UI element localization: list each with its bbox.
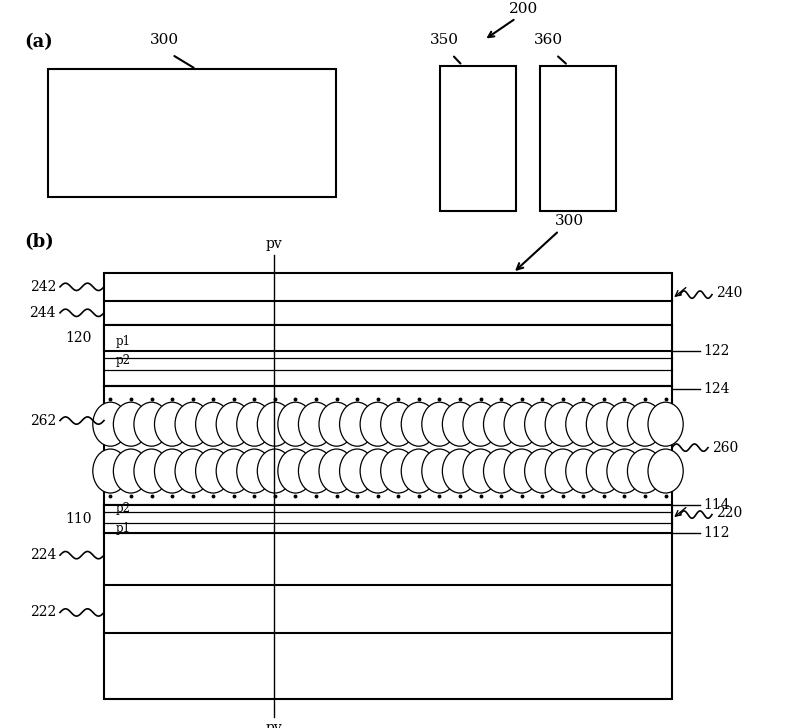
Bar [440,66,516,211]
Ellipse shape [175,449,210,493]
Text: 350: 350 [430,33,458,47]
Bar [104,325,672,350]
Ellipse shape [422,402,457,446]
Ellipse shape [154,402,190,446]
Ellipse shape [402,449,437,493]
Ellipse shape [278,402,313,446]
Text: p2: p2 [116,502,131,515]
Text: 200: 200 [510,2,538,16]
Ellipse shape [93,402,128,446]
Ellipse shape [298,449,334,493]
Ellipse shape [360,402,395,446]
Ellipse shape [525,402,560,446]
Ellipse shape [545,449,580,493]
Ellipse shape [319,402,354,446]
Text: pv: pv [266,721,282,728]
Text: 120: 120 [66,331,92,345]
Ellipse shape [442,449,478,493]
Ellipse shape [483,402,518,446]
Ellipse shape [114,449,149,493]
Ellipse shape [339,449,374,493]
Text: 110: 110 [66,512,92,526]
Ellipse shape [134,449,169,493]
Text: (a): (a) [24,33,53,51]
Text: pv: pv [266,237,282,251]
Ellipse shape [114,402,149,446]
Ellipse shape [298,402,334,446]
Text: 360: 360 [534,33,562,47]
Text: (b): (b) [24,233,54,251]
Ellipse shape [607,449,642,493]
Ellipse shape [216,449,251,493]
Ellipse shape [586,402,622,446]
Text: 260: 260 [712,440,738,454]
Ellipse shape [237,449,272,493]
Text: 220: 220 [716,506,742,520]
Ellipse shape [402,402,437,446]
Text: 114: 114 [703,498,730,512]
Ellipse shape [154,449,190,493]
Ellipse shape [607,402,642,446]
Ellipse shape [258,449,293,493]
Ellipse shape [463,449,498,493]
Ellipse shape [196,449,231,493]
Ellipse shape [237,402,272,446]
Text: 124: 124 [703,382,730,397]
Text: 122: 122 [703,344,730,357]
Ellipse shape [422,449,457,493]
Ellipse shape [627,449,662,493]
Ellipse shape [339,402,374,446]
Ellipse shape [381,449,416,493]
Ellipse shape [93,449,128,493]
Ellipse shape [525,449,560,493]
Text: 300: 300 [517,214,584,269]
Text: 224: 224 [30,548,56,562]
Ellipse shape [627,402,662,446]
Bar [104,505,672,533]
Ellipse shape [134,402,169,446]
Ellipse shape [360,449,395,493]
Ellipse shape [566,449,601,493]
Text: 240: 240 [716,286,742,300]
Ellipse shape [463,402,498,446]
Ellipse shape [319,449,354,493]
Text: 262: 262 [30,414,56,427]
Bar [48,69,336,197]
Text: p1: p1 [116,335,131,348]
Ellipse shape [504,449,539,493]
Bar [540,66,616,211]
Ellipse shape [278,449,313,493]
Bar [104,273,672,699]
Text: p2: p2 [116,354,131,367]
Text: 244: 244 [30,306,56,320]
Ellipse shape [216,402,251,446]
Text: 222: 222 [30,606,56,620]
Ellipse shape [483,449,518,493]
Ellipse shape [504,402,539,446]
Ellipse shape [258,402,293,446]
Text: 300: 300 [150,33,178,47]
Ellipse shape [175,402,210,446]
Ellipse shape [196,402,231,446]
Ellipse shape [648,449,683,493]
Ellipse shape [566,402,601,446]
Ellipse shape [381,402,416,446]
Text: 242: 242 [30,280,56,294]
Text: p1: p1 [116,521,131,534]
Ellipse shape [545,402,580,446]
Ellipse shape [648,402,683,446]
Text: 112: 112 [703,526,730,539]
Ellipse shape [586,449,622,493]
Ellipse shape [442,402,478,446]
